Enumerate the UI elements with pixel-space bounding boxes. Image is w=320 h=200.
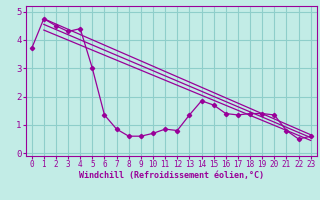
X-axis label: Windchill (Refroidissement éolien,°C): Windchill (Refroidissement éolien,°C) (79, 171, 264, 180)
